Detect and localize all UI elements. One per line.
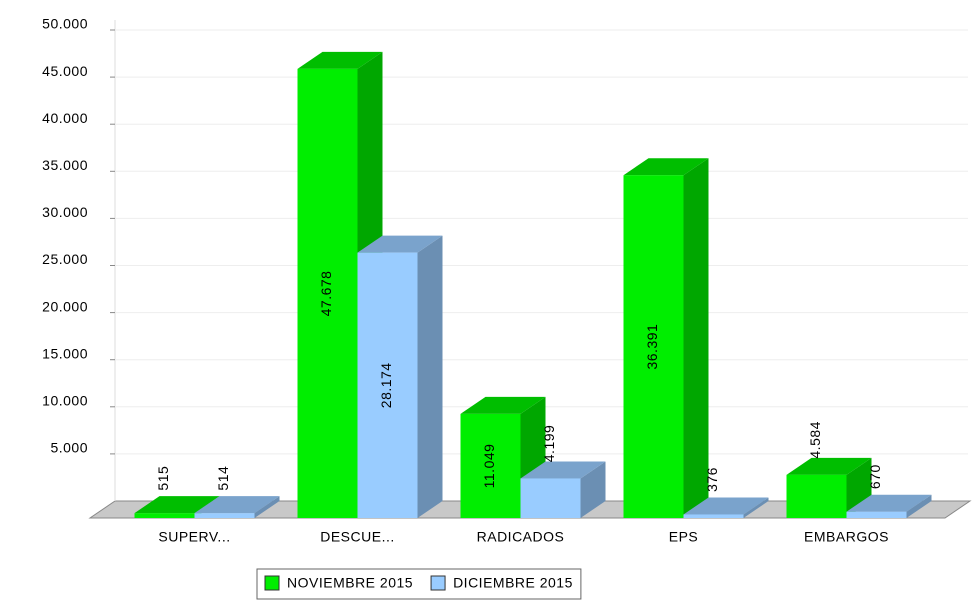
bar-front xyxy=(683,514,744,518)
bar-side xyxy=(580,461,606,518)
x-tick-label: EPS xyxy=(669,529,699,545)
bar-top xyxy=(297,51,383,69)
bar xyxy=(357,235,443,518)
bar-top xyxy=(786,457,872,475)
legend-swatch xyxy=(430,575,446,591)
bar xyxy=(194,496,280,518)
bar-front xyxy=(194,513,255,518)
data-label: 4.584 xyxy=(807,421,823,459)
y-tick-label: 45.000 xyxy=(42,63,88,79)
bar-top xyxy=(623,158,709,176)
y-tick-label: 40.000 xyxy=(42,110,88,126)
x-tick-label: SUPERV... xyxy=(158,529,230,545)
bar-top xyxy=(683,497,769,515)
data-label: 670 xyxy=(867,464,883,489)
y-tick-label: 15.000 xyxy=(42,345,88,361)
y-tick-label: 25.000 xyxy=(42,251,88,267)
bar-front xyxy=(134,513,195,518)
bar xyxy=(520,461,606,518)
bar-top xyxy=(357,235,443,253)
y-tick-label: 10.000 xyxy=(42,393,88,409)
bar-side xyxy=(683,158,709,518)
bar-top xyxy=(134,496,220,514)
data-label: 4.199 xyxy=(541,425,557,463)
data-label: 28.174 xyxy=(378,362,394,408)
x-tick-label: RADICADOS xyxy=(477,529,565,545)
data-label: 11.049 xyxy=(481,444,497,489)
bar-top xyxy=(520,461,606,479)
y-tick-label: 35.000 xyxy=(42,157,88,173)
legend-swatch xyxy=(264,575,280,591)
data-label: 376 xyxy=(704,467,720,492)
legend-label: NOVIEMBRE 2015 xyxy=(287,575,413,591)
data-label: 36.391 xyxy=(644,324,660,370)
bar xyxy=(683,497,769,518)
data-label: 514 xyxy=(215,466,231,491)
bar xyxy=(623,158,709,518)
bar-top xyxy=(846,494,932,512)
bar-top xyxy=(194,496,280,514)
bar xyxy=(846,494,932,518)
bar-top xyxy=(460,396,546,414)
legend-label: DICIEMBRE 2015 xyxy=(453,575,573,591)
bar-front xyxy=(786,474,847,518)
legend-box xyxy=(256,568,582,600)
data-label: 515 xyxy=(155,466,171,491)
x-tick-label: DESCUE... xyxy=(320,529,395,545)
bar-side xyxy=(254,496,280,518)
x-tick-label: EMBARGOS xyxy=(804,529,889,545)
data-label: 47.678 xyxy=(318,271,334,317)
bar-front xyxy=(357,252,418,518)
y-tick-label: 30.000 xyxy=(42,204,88,220)
bar-side xyxy=(906,494,932,518)
bar-front xyxy=(520,478,581,518)
bar-front xyxy=(846,511,907,518)
bar-side xyxy=(417,235,443,518)
bar-front xyxy=(297,68,358,519)
bar-front xyxy=(460,413,521,518)
y-tick-label: 20.000 xyxy=(42,298,88,314)
bar-front xyxy=(623,175,684,518)
bar-side xyxy=(743,497,769,518)
y-tick-label: 5.000 xyxy=(50,440,88,456)
legend: NOVIEMBRE 2015 DICIEMBRE 2015 xyxy=(256,568,582,600)
y-tick-label: 50.000 xyxy=(42,16,88,32)
